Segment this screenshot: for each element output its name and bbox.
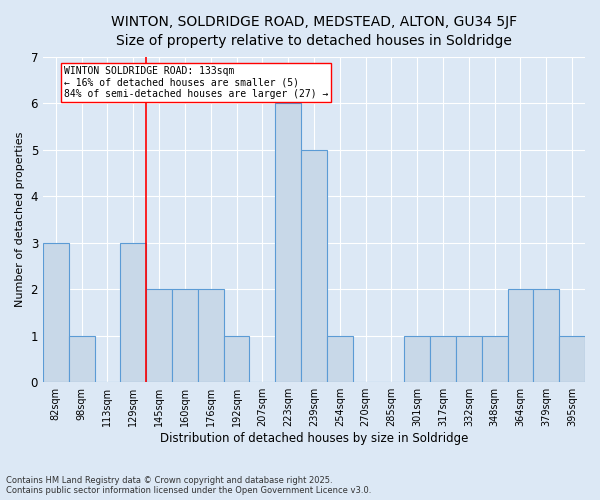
Bar [404,336,430,382]
Bar [327,336,353,382]
Bar [456,336,482,382]
Title: WINTON, SOLDRIDGE ROAD, MEDSTEAD, ALTON, GU34 5JF
Size of property relative to d: WINTON, SOLDRIDGE ROAD, MEDSTEAD, ALTON,… [111,15,517,48]
Bar [430,336,456,382]
Bar [275,103,301,382]
Bar [43,242,69,382]
Bar [482,336,508,382]
Bar [301,150,327,382]
Bar [559,336,585,382]
Bar [198,289,224,382]
Bar [121,242,146,382]
Bar [224,336,250,382]
Text: Contains HM Land Registry data © Crown copyright and database right 2025.
Contai: Contains HM Land Registry data © Crown c… [6,476,371,495]
Bar [172,289,198,382]
X-axis label: Distribution of detached houses by size in Soldridge: Distribution of detached houses by size … [160,432,468,445]
Y-axis label: Number of detached properties: Number of detached properties [15,132,25,307]
Text: WINTON SOLDRIDGE ROAD: 133sqm
← 16% of detached houses are smaller (5)
84% of se: WINTON SOLDRIDGE ROAD: 133sqm ← 16% of d… [64,66,328,99]
Bar [69,336,95,382]
Bar [533,289,559,382]
Bar [146,289,172,382]
Bar [508,289,533,382]
